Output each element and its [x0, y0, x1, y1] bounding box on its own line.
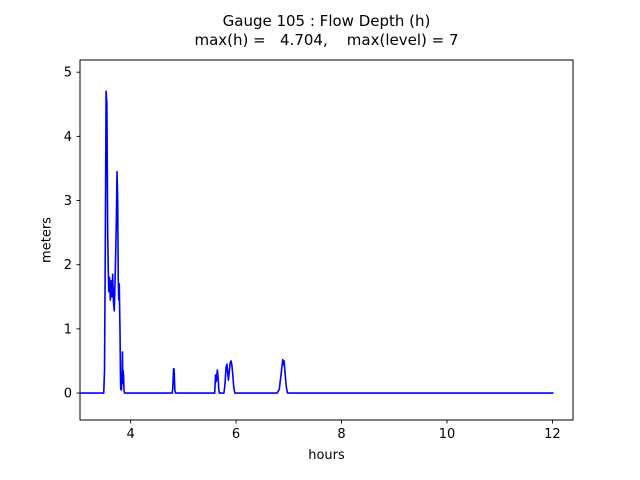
y-tick-label: 0: [64, 387, 72, 402]
y-axis-label: meters: [39, 217, 55, 263]
x-tick-label: 10: [439, 427, 456, 442]
x-tick-label: 6: [232, 427, 240, 442]
x-axis-label: hours: [308, 448, 345, 463]
chart-title: Gauge 105 : Flow Depth (h): [222, 12, 431, 30]
y-tick-label: 2: [64, 258, 72, 273]
x-tick-label: 8: [337, 427, 345, 442]
x-tick-label: 4: [126, 427, 134, 442]
y-tick-label: 4: [64, 130, 72, 145]
axes-frame: [79, 59, 574, 421]
x-tick-label: 12: [544, 427, 561, 442]
y-tick-label: 1: [64, 322, 72, 337]
y-tick-label: 5: [64, 66, 72, 81]
flow-depth-line: [80, 90, 554, 394]
y-tick-label: 3: [64, 194, 72, 209]
chart-subtitle: max(h) = 4.704, max(level) = 7: [194, 31, 459, 49]
